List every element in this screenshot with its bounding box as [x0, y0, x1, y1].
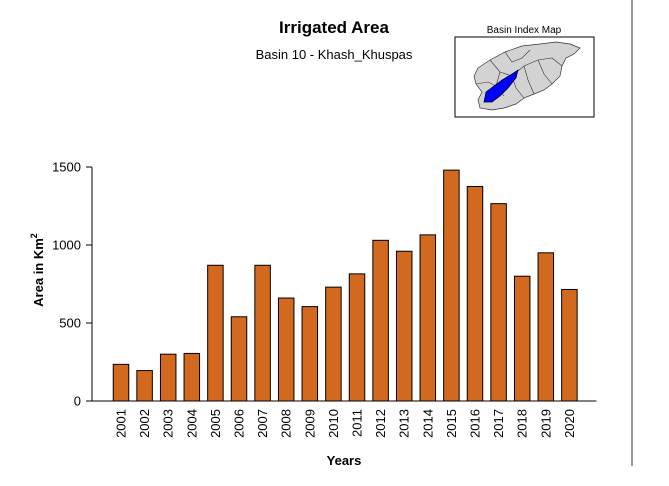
y-axis-label-superscript: 2 — [29, 233, 39, 238]
inset-map-title: Basin Index Map — [487, 25, 562, 36]
bar-2019 — [537, 252, 555, 402]
basin-index-map: Basin Index Map — [454, 25, 595, 118]
bar-2009 — [301, 306, 319, 402]
bar-2017 — [490, 203, 507, 402]
x-axis: 2001 2002 2003 2004 2005 2006 2007 2008 2009 2010… — [92, 400, 597, 438]
y-tick-label: 1500 — [52, 160, 81, 175]
x-tick-label: 2019 — [538, 409, 553, 438]
x-tick-label: 2018 — [515, 409, 530, 438]
x-tick-label: 2003 — [161, 409, 176, 438]
bar-2020 — [561, 288, 578, 402]
bar-2001 — [112, 363, 130, 402]
x-tick-label: 2020 — [562, 409, 577, 438]
x-tick-label: 2004 — [184, 409, 199, 438]
highlighted-basin-khash-khuspas — [483, 69, 519, 103]
y-tick-label: 0 — [74, 394, 81, 409]
x-tick-label: 2002 — [137, 409, 152, 438]
x-tick-label: 2010 — [326, 409, 341, 438]
x-tick-label: 2009 — [302, 409, 317, 438]
y-tick-label: 500 — [59, 316, 81, 331]
chart-subtitle: Basin 10 - Khash_Khuspas — [256, 47, 413, 62]
x-tick-label: 2013 — [397, 409, 412, 438]
bar-2007 — [254, 264, 271, 402]
bar-2006 — [230, 316, 248, 402]
bar-2015 — [443, 169, 460, 402]
y-axis-label: Area in Km2 — [29, 233, 46, 307]
bar-2018 — [513, 275, 531, 402]
x-tick-label: 2016 — [468, 409, 483, 438]
y-axis: 0 500 1000 1500 — [52, 160, 93, 409]
x-tick-label: 2006 — [232, 409, 247, 438]
bar-2011 — [348, 273, 366, 402]
bars — [112, 169, 578, 402]
x-tick-label: 2015 — [444, 409, 459, 438]
bar-2002 — [136, 370, 153, 402]
bar-2003 — [159, 353, 177, 402]
x-tick-label: 2001 — [114, 409, 129, 438]
y-tick-label: 1000 — [52, 238, 81, 253]
bar-2016 — [466, 186, 484, 402]
x-tick-label: 2008 — [279, 409, 294, 438]
x-tick-label: 2005 — [208, 409, 223, 438]
bar-2014 — [419, 234, 437, 402]
x-tick-label: 2017 — [491, 409, 506, 438]
bar-2004 — [183, 352, 201, 402]
bar-2008 — [277, 297, 295, 402]
x-tick-label: 2012 — [373, 409, 388, 438]
x-axis-label: Years — [327, 453, 362, 468]
bar-2005 — [207, 264, 224, 402]
x-tick-label: 2007 — [255, 409, 270, 438]
bar-2013 — [395, 250, 413, 402]
chart-title: Irrigated Area — [279, 18, 389, 37]
x-tick-label: 2011 — [350, 409, 365, 437]
x-tick-label: 2014 — [420, 409, 435, 438]
bar-2012 — [372, 239, 389, 402]
bar-2010 — [325, 286, 342, 402]
